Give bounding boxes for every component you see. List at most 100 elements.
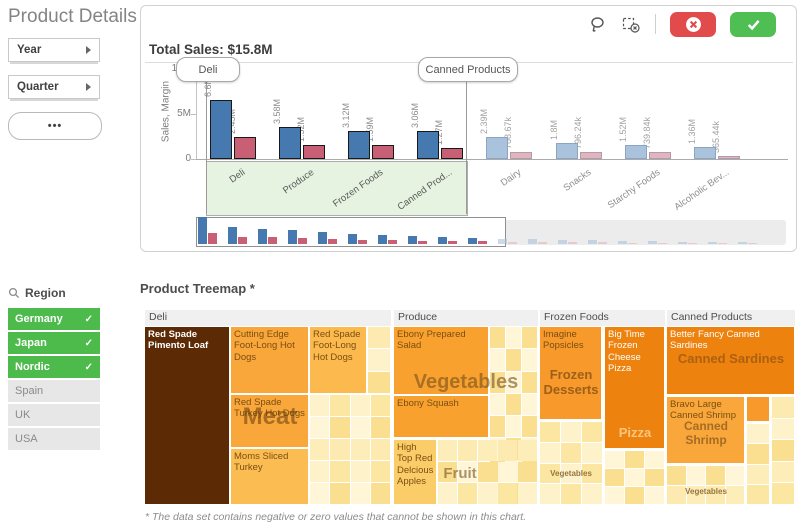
treemap-cell-filler[interactable] bbox=[498, 483, 517, 504]
treemap-cell-filler[interactable] bbox=[368, 371, 390, 393]
treemap-cell-filler[interactable] bbox=[370, 395, 390, 416]
lasso-icon[interactable] bbox=[587, 14, 607, 34]
treemap-cell-filler[interactable] bbox=[478, 461, 497, 483]
bar-sales-alcoholic-bev[interactable] bbox=[694, 147, 716, 159]
region-item-usa[interactable]: USA bbox=[8, 428, 100, 450]
treemap-cell-filler[interactable] bbox=[310, 461, 330, 482]
treemap-cell-filler[interactable] bbox=[506, 327, 521, 349]
selection-label-deli[interactable]: Deli bbox=[176, 57, 240, 82]
treemap-cell-filler[interactable] bbox=[370, 439, 390, 460]
treemap-cell-filler[interactable] bbox=[645, 451, 664, 468]
treemap-cell-filler[interactable] bbox=[506, 371, 521, 393]
treemap-cell-filler[interactable] bbox=[490, 416, 505, 438]
region-item-germany[interactable]: Germany ✓ bbox=[8, 308, 100, 330]
selection-boundary-right[interactable] bbox=[466, 63, 467, 214]
treemap-cell-filler[interactable] bbox=[747, 484, 769, 504]
treemap-cell-filler[interactable] bbox=[330, 461, 350, 482]
treemap-cell-filler[interactable] bbox=[518, 461, 537, 483]
treemap-cell-filler[interactable] bbox=[490, 371, 505, 393]
treemap-cell-ebony-prepared-salad[interactable]: Ebony Prepared Salad bbox=[394, 327, 488, 394]
treemap-cell-filler[interactable] bbox=[438, 461, 457, 483]
treemap-cell-filler[interactable] bbox=[667, 466, 686, 485]
treemap-cell-filler[interactable] bbox=[706, 466, 725, 485]
bar-sales-dairy[interactable] bbox=[486, 137, 508, 159]
treemap-cell-filler[interactable] bbox=[490, 393, 505, 415]
treemap-cell-filler[interactable] bbox=[522, 327, 537, 349]
x-category-label-starchy-foods[interactable]: Starchy Foods bbox=[605, 167, 663, 212]
bar-margin-dairy[interactable] bbox=[510, 152, 532, 159]
treemap-cell-filler[interactable] bbox=[706, 485, 725, 504]
region-item-japan[interactable]: Japan ✓ bbox=[8, 332, 100, 354]
treemap-cell-filler[interactable] bbox=[772, 483, 794, 504]
treemap-cell-filler[interactable] bbox=[310, 439, 330, 460]
confirm-selection-button[interactable] bbox=[730, 11, 776, 37]
treemap-cell-filler[interactable] bbox=[667, 485, 686, 504]
treemap-cell-filler[interactable] bbox=[747, 444, 769, 464]
bar-margin-starchy-foods[interactable] bbox=[649, 152, 671, 159]
treemap-cell-filler[interactable] bbox=[561, 463, 581, 484]
bar-sales-deli[interactable] bbox=[210, 100, 232, 159]
treemap-cell-filler[interactable] bbox=[438, 483, 457, 504]
treemap-cell-filler[interactable] bbox=[625, 469, 644, 486]
bar-margin-deli[interactable] bbox=[234, 137, 256, 159]
treemap-cell-filler[interactable] bbox=[540, 463, 560, 484]
treemap-cell-filler[interactable] bbox=[478, 483, 497, 504]
treemap-cell-red-spade-pimento-loaf[interactable]: Red Spade Pimento Loaf bbox=[145, 327, 229, 504]
treemap-cell-moms-sliced-turkey[interactable]: Moms Sliced Turkey bbox=[231, 449, 308, 504]
bar-sales-starchy-foods[interactable] bbox=[625, 145, 647, 159]
treemap-cell-filler[interactable] bbox=[725, 485, 744, 504]
treemap-cell-filler[interactable] bbox=[458, 461, 477, 483]
treemap-cell-filler[interactable] bbox=[506, 416, 521, 438]
treemap-cell-filler[interactable] bbox=[522, 371, 537, 393]
year-filter-button[interactable]: Year bbox=[8, 38, 100, 62]
treemap-cell-filler[interactable] bbox=[582, 442, 602, 463]
treemap-cell-filler[interactable] bbox=[350, 439, 370, 460]
treemap-cell-filler[interactable] bbox=[518, 440, 537, 461]
bar-margin-alcoholic-bev[interactable] bbox=[718, 156, 740, 159]
treemap-cell-filler[interactable] bbox=[490, 327, 505, 349]
treemap-cell-filler[interactable] bbox=[772, 461, 794, 483]
treemap-cell-ebony-squash[interactable]: Ebony Squash bbox=[394, 396, 488, 437]
treemap-cell-filler[interactable] bbox=[330, 417, 350, 438]
cancel-selection-button[interactable] bbox=[670, 11, 716, 37]
treemap-cell-red-spade-foot-long-hot-dogs[interactable]: Red Spade Foot-Long Hot Dogs bbox=[310, 327, 366, 393]
treemap-cell-filler[interactable] bbox=[330, 395, 350, 416]
treemap-cell-filler[interactable] bbox=[522, 393, 537, 415]
x-category-label-dairy[interactable]: Dairy bbox=[498, 167, 524, 189]
treemap-cell-filler[interactable] bbox=[747, 397, 769, 421]
treemap-cell-filler[interactable] bbox=[645, 487, 664, 504]
bar-sales-produce[interactable] bbox=[279, 127, 301, 159]
treemap-cell-filler[interactable] bbox=[605, 469, 624, 486]
treemap-cell-filler[interactable] bbox=[518, 483, 537, 504]
search-icon[interactable] bbox=[8, 287, 20, 299]
treemap-cell-filler[interactable] bbox=[540, 484, 560, 504]
treemap-cell-filler[interactable] bbox=[645, 469, 664, 486]
treemap-cell-filler[interactable] bbox=[605, 487, 624, 504]
treemap-cell-filler[interactable] bbox=[458, 440, 477, 461]
treemap-cell-filler[interactable] bbox=[686, 466, 705, 485]
treemap-cell-filler[interactable] bbox=[522, 349, 537, 371]
treemap-cell-filler[interactable] bbox=[490, 349, 505, 371]
treemap-cell-filler[interactable] bbox=[438, 440, 457, 461]
treemap-cell-filler[interactable] bbox=[368, 327, 390, 349]
region-item-spain[interactable]: Spain bbox=[8, 380, 100, 402]
treemap-cell-cutting-edge-foot-long-hot-dogs[interactable]: Cutting Edge Foot-Long Hot Dogs bbox=[231, 327, 308, 393]
treemap-cell-filler[interactable] bbox=[310, 395, 330, 416]
region-item-uk[interactable]: UK bbox=[8, 404, 100, 426]
treemap-cell-filler[interactable] bbox=[506, 393, 521, 415]
bar-margin-canned-prod[interactable] bbox=[441, 148, 463, 159]
bar-sales-snacks[interactable] bbox=[556, 143, 578, 159]
treemap-cell-filler[interactable] bbox=[582, 463, 602, 484]
treemap-cell-filler[interactable] bbox=[350, 395, 370, 416]
more-options-button[interactable]: ••• bbox=[8, 112, 102, 140]
treemap-cell-filler[interactable] bbox=[582, 422, 602, 442]
treemap-cell-filler[interactable] bbox=[370, 461, 390, 482]
treemap-cell-filler[interactable] bbox=[310, 483, 330, 504]
treemap-cell-filler[interactable] bbox=[772, 418, 794, 440]
treemap-cell-red-spade-turkey-hot-dogs[interactable]: Red Spade Turkey Hot Dogs bbox=[231, 395, 308, 447]
treemap-cell-imagine-popsicles[interactable]: Imagine Popsicles bbox=[540, 327, 601, 419]
x-category-label-alcoholic-bev[interactable]: Alcoholic Bev... bbox=[672, 167, 732, 213]
treemap-cell-filler[interactable] bbox=[747, 424, 769, 444]
treemap-cell-filler[interactable] bbox=[625, 487, 644, 504]
treemap-cell-filler[interactable] bbox=[772, 440, 794, 461]
